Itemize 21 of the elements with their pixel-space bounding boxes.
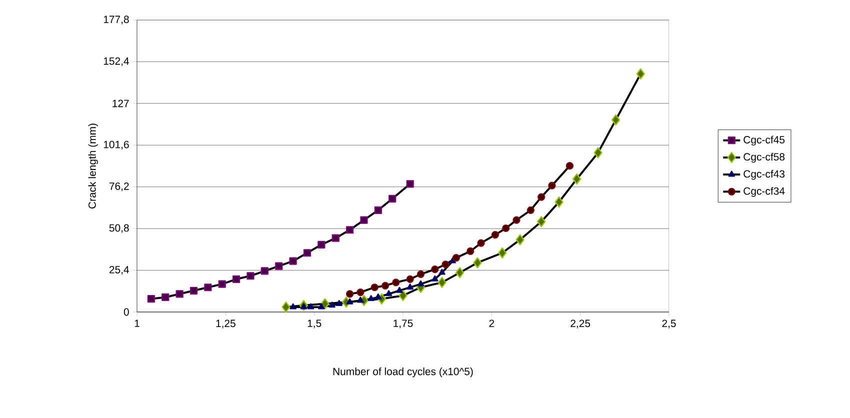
legend-label: Cgc-cf45 — [744, 136, 785, 146]
x-tick-label: 1,75 — [394, 320, 413, 328]
x-tick-label: 2,5 — [662, 320, 676, 328]
y-tick-label: 101,6 — [104, 140, 129, 150]
y-tick-label: 152,4 — [104, 57, 129, 66]
legend-label: Cgc-cf43 — [744, 170, 785, 180]
x-axis-title: Number of load cycles (x10^5) — [333, 368, 473, 378]
y-tick-label: 177,8 — [104, 16, 129, 24]
y-axis-title: Crack length (mm) — [88, 124, 98, 208]
x-tick-label: 2,25 — [570, 320, 590, 328]
legend-label: Cgc-cf34 — [744, 187, 785, 197]
x-tick-label: 1,5 — [308, 320, 322, 328]
x-tick-label: 1,25 — [216, 320, 236, 328]
x-tick-label: 1 — [134, 320, 140, 327]
x-tick-label: 2 — [489, 320, 494, 327]
legend-label: Cgc-cf58 — [744, 152, 785, 163]
y-tick-label: 25,4 — [109, 266, 129, 275]
y-tick-label: 127 — [112, 100, 129, 108]
y-tick-label: 0 — [124, 308, 129, 316]
y-tick-label: 50,8 — [109, 224, 129, 233]
y-tick-label: 76,2 — [109, 182, 129, 192]
